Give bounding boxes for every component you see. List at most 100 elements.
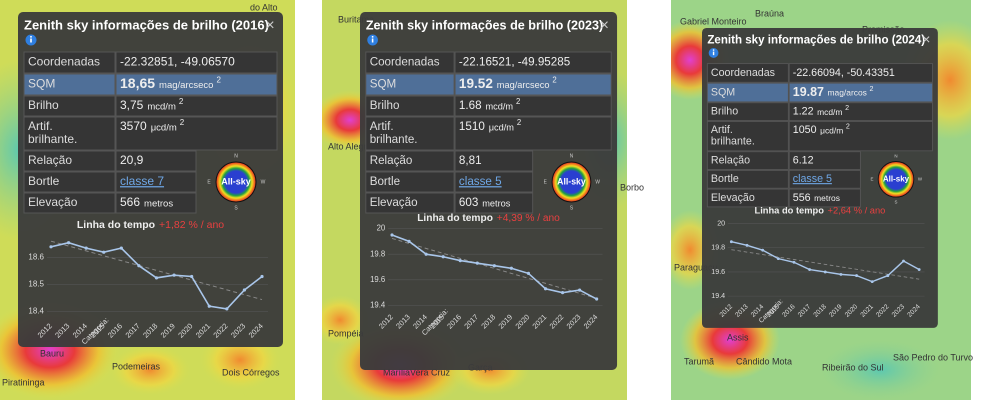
row-unit: μcd/m — [820, 125, 843, 135]
row-unit-exponent: 2 — [870, 85, 874, 93]
timeline-label: Linha do tempo +1,82 % / ano — [77, 219, 224, 231]
map-label: Cândido Mota — [736, 356, 792, 366]
value-cell — [788, 121, 933, 152]
label-cell — [23, 150, 116, 172]
compass-letter: W — [918, 176, 923, 181]
data-point — [792, 260, 796, 264]
row-label: Elevação — [370, 195, 418, 209]
map-label: Buritama — [338, 14, 374, 24]
map-label: Bauru — [40, 348, 64, 358]
row-value: 566 — [120, 195, 140, 209]
row-unit: metros — [144, 199, 173, 210]
timeline-trend: +2,64 % / ano — [828, 206, 886, 216]
label-cell — [706, 121, 789, 152]
row-label: Elevação — [711, 192, 755, 204]
data-point — [84, 246, 88, 250]
compass-letter: N — [894, 153, 897, 158]
y-tick-label: 20 — [377, 224, 386, 233]
row-label: Relação — [370, 153, 413, 167]
timeline-label: Linha do tempo +2,64 % / ano — [755, 206, 886, 216]
row-label: Brilho — [28, 98, 59, 112]
timeline-title: Linha do tempo — [755, 206, 825, 216]
map-label: Piratininga — [2, 377, 45, 387]
row-unit: μcd/m — [151, 123, 177, 134]
row-label: Brilho — [370, 98, 400, 112]
y-tick-label: 19.4 — [370, 300, 386, 309]
row-unit-exponent: 2 — [517, 118, 521, 127]
popup-title: Zenith sky informações de brilho (2023) — [366, 17, 603, 32]
timeline-label: Linha do tempo +4,39 % / ano — [417, 213, 560, 224]
data-point — [424, 252, 428, 256]
row-label: Elevação — [28, 195, 78, 209]
row-value: 1510 — [459, 119, 485, 133]
label-cell — [706, 102, 789, 122]
value-cell — [454, 73, 612, 96]
label-cell — [365, 95, 455, 117]
row-unit: mcd/m — [147, 102, 176, 113]
data-point — [886, 274, 890, 277]
close-button[interactable]: × — [265, 17, 274, 34]
timeline-trend: +4,39 % / ano — [497, 213, 560, 224]
row-value: 20,9 — [120, 153, 144, 167]
row-label: Coordenadas — [28, 55, 100, 69]
close-button[interactable]: × — [600, 17, 609, 34]
data-point — [823, 270, 827, 274]
popup-title: Zenith sky informações de brilho (2024) — [707, 35, 925, 47]
map-label: Gabriel Monteiro — [680, 16, 747, 26]
allsky-badge[interactable] — [551, 161, 592, 203]
label-cell — [365, 150, 455, 172]
popup: Zenith sky informações de brilho (2016)×… — [18, 12, 283, 347]
row-value: 8,81 — [459, 153, 482, 167]
allsky-badge[interactable] — [877, 161, 915, 198]
bortle-link[interactable]: classe 7 — [120, 174, 164, 188]
y-tick-label: 19.6 — [711, 268, 725, 276]
row-label: brilhante. — [711, 136, 755, 148]
label-cell — [365, 51, 455, 74]
row-unit: mag/arcos — [828, 88, 867, 98]
row-label: Brilho — [711, 105, 738, 117]
row-label: Bortle — [370, 174, 401, 188]
row-unit-exponent: 2 — [845, 104, 849, 112]
data-point — [154, 276, 159, 280]
close-button[interactable]: × — [922, 32, 930, 48]
bortle-link[interactable]: classe 5 — [459, 174, 502, 188]
y-tick-label: 19.8 — [370, 249, 386, 258]
compass-letter: E — [871, 176, 874, 181]
trend-line — [50, 240, 263, 301]
value-cell — [788, 63, 933, 83]
map-label: Dois Córregos — [222, 367, 280, 377]
allsky-badge[interactable] — [215, 161, 257, 203]
data-point — [543, 287, 548, 291]
row-unit-exponent: 2 — [216, 76, 221, 85]
map-label: Alto Alegre — [328, 141, 372, 151]
map-label: São Pedro do Turvo — [893, 352, 973, 362]
info-icon-glyph — [30, 38, 32, 43]
map-label: Podemeiras — [112, 361, 161, 371]
compass-letter: N — [234, 153, 238, 159]
map-label: Assis — [727, 332, 749, 342]
map-label: Paraguaçu — [674, 262, 718, 272]
data-point — [458, 258, 462, 263]
row-value: -22.16521, -49.95285 — [459, 55, 571, 69]
label-cell — [706, 169, 789, 189]
label-cell — [23, 192, 116, 214]
data-point — [870, 280, 874, 284]
row-label: brilhante. — [28, 132, 77, 146]
timeline-trend: +1,82 % / ano — [159, 219, 224, 231]
label-cell — [365, 171, 455, 193]
label-cell — [706, 63, 789, 83]
map-label: Braúna — [755, 8, 784, 18]
timeline-title: Linha do tempo — [77, 219, 155, 231]
data-point — [441, 255, 445, 259]
label-cell — [706, 82, 789, 103]
value-cell — [454, 116, 612, 151]
data-point — [526, 271, 531, 276]
bortle-link[interactable]: classe 5 — [793, 173, 832, 185]
map-label: Vera Cruz — [410, 367, 451, 377]
data-point — [902, 259, 905, 263]
value-cell — [454, 192, 534, 214]
compass-letter: E — [544, 179, 548, 185]
allsky-label: All-sky — [883, 174, 910, 183]
compass-letter: S — [234, 205, 238, 211]
